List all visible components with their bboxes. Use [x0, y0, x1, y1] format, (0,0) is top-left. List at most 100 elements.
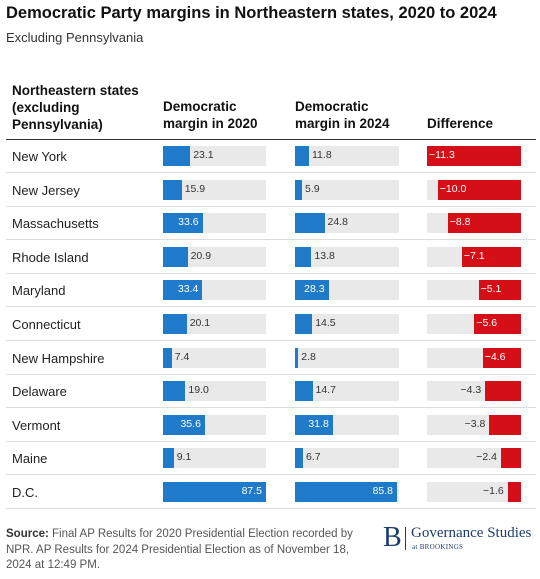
margin-2020-cell: 33.6: [163, 213, 266, 234]
row-divider: [6, 239, 536, 241]
margin-2020-cell: 15.9: [163, 179, 266, 200]
margin-bar: [295, 381, 313, 402]
margin-2024-cell: 2.8: [295, 347, 399, 368]
difference-bar: [485, 381, 521, 402]
table-row: Vermont 35.6 31.8 −3.8: [6, 409, 536, 442]
table-row: New Jersey 15.9 5.9 −10.0: [6, 174, 536, 207]
margin-value-label: 14.5: [315, 317, 336, 329]
margin-bar: [295, 448, 303, 469]
logo-subtitle: at BROOKINGS: [412, 543, 464, 551]
margin-bar: [163, 280, 203, 301]
difference-value-label: −10.0: [439, 182, 467, 195]
margin-value-label: 31.8: [308, 417, 329, 430]
difference-bar: [482, 347, 521, 368]
margin-2024-cell: 28.3: [295, 280, 399, 301]
state-name: New Hampshire: [12, 350, 105, 366]
row-divider: [6, 373, 536, 375]
margin-bar: [163, 414, 205, 435]
margin-value-label: 9.1: [176, 451, 192, 464]
difference-cell: −10.0: [427, 179, 521, 200]
chart-title: Democratic Party margins in Northeastern…: [6, 4, 497, 22]
table-row: Delaware 19.0 14.7 −4.3: [6, 375, 536, 409]
difference-value-label: −4.3: [460, 384, 482, 397]
margin-2020-cell: 35.6: [163, 414, 266, 435]
margin-2024-cell: 14.5: [295, 314, 399, 334]
margin-value-label: 2.8: [301, 350, 316, 363]
margin-2024-cell: 14.7: [295, 381, 399, 402]
margin-2024-cell: 85.8: [295, 482, 399, 502]
margin-value-label: 7.4: [174, 350, 190, 363]
margin-bar: [163, 381, 186, 402]
difference-bar: [474, 314, 521, 334]
margin-value-label: 13.8: [314, 249, 335, 262]
state-name: Vermont: [12, 417, 61, 433]
difference-bar: [437, 179, 521, 200]
column-header-2020: Democratic margin in 2020: [163, 99, 258, 131]
margin-bar: [295, 146, 309, 166]
source-text: Final AP Results for 2020 Presidential E…: [6, 528, 353, 571]
state-name: Massachusetts: [12, 216, 99, 232]
difference-cell: −1.6: [427, 482, 521, 502]
difference-bar: [461, 246, 521, 267]
margin-value-label: 14.7: [315, 384, 336, 397]
margin-bar: [295, 213, 325, 234]
difference-cell: −4.6: [427, 347, 521, 368]
state-name: Delaware: [12, 384, 67, 400]
difference-bar: [489, 414, 521, 435]
difference-bar: [507, 482, 521, 502]
margin-value-label: 85.8: [372, 485, 393, 497]
table-row: Maine 9.1 6.7 −2.4: [6, 442, 536, 476]
difference-value-label: −8.8: [449, 216, 471, 229]
difference-value-label: −2.4: [476, 451, 497, 464]
brookings-logo: B Governance Studies at BROOKINGS: [383, 524, 538, 552]
row-divider: [6, 205, 536, 207]
margin-2020-cell: 20.1: [163, 314, 266, 334]
margin-value-label: 33.4: [177, 283, 199, 296]
table-row: Rhode Island 20.9 13.8 −7.1: [6, 241, 536, 274]
state-name: New Jersey: [12, 182, 80, 198]
margin-value-label: 33.6: [178, 216, 199, 229]
margin-bar: [163, 246, 188, 267]
column-header-2024: Democratic margin in 2024: [295, 99, 390, 131]
margin-bar: [163, 448, 174, 469]
table-row: New Hampshire 7.4 2.8 −4.6: [6, 342, 536, 375]
difference-bar: [427, 146, 521, 166]
margin-value-label: 5.9: [305, 182, 320, 195]
margin-bar: [295, 414, 333, 435]
source-label: Source:: [6, 528, 49, 540]
table-row: Maryland 33.4 28.3 −5.1: [6, 274, 536, 308]
difference-value-label: −11.3: [429, 149, 455, 161]
difference-bar: [501, 448, 521, 469]
difference-value-label: −7.1: [463, 249, 485, 262]
logo-letter: B: [383, 522, 402, 553]
table-row: Connecticut 20.1 14.5 −5.6: [6, 308, 536, 341]
margin-2020-cell: 9.1: [163, 448, 266, 469]
logo-name: Governance Studies: [411, 525, 532, 541]
margin-bar: [163, 179, 182, 200]
margin-2024-cell: 11.8: [295, 146, 399, 166]
difference-value-label: −1.6: [482, 485, 504, 497]
state-name: D.C.: [12, 485, 38, 500]
difference-value-label: −4.6: [484, 350, 506, 363]
margin-value-label: 15.9: [184, 182, 206, 195]
row-divider: [6, 407, 536, 409]
margin-value-label: 35.6: [180, 417, 201, 430]
margin-value-label: 20.9: [190, 249, 212, 262]
difference-bar: [447, 213, 521, 234]
chart-subtitle: Excluding Pennsylvania: [6, 30, 144, 45]
difference-cell: −5.1: [427, 280, 521, 301]
difference-value-label: −5.1: [480, 283, 502, 296]
margin-bar: [295, 347, 299, 368]
margin-bar: [295, 482, 397, 502]
difference-cell: −2.4: [427, 448, 521, 469]
difference-value-label: −3.8: [464, 417, 486, 430]
difference-cell: −4.3: [427, 381, 521, 402]
margin-bar: [163, 213, 203, 234]
row-divider: [6, 508, 536, 509]
row-divider: [6, 440, 536, 442]
margin-2020-cell: 33.4: [163, 280, 266, 301]
row-divider: [6, 474, 536, 476]
difference-bar: [478, 280, 521, 301]
margin-bar: [295, 179, 302, 200]
difference-cell: −3.8: [427, 414, 521, 435]
